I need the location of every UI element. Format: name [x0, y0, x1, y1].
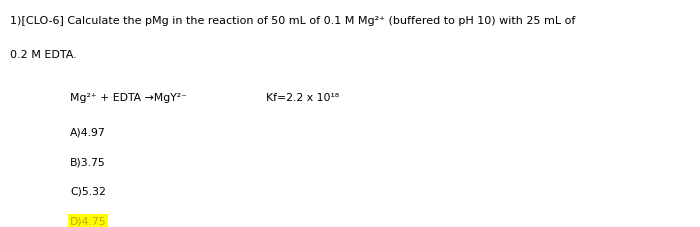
Text: D)4.75: D)4.75 — [70, 216, 106, 226]
Text: A)4.97: A)4.97 — [70, 127, 106, 137]
Text: 0.2 M EDTA.: 0.2 M EDTA. — [10, 50, 77, 60]
Text: 1)[CLO-6] Calculate the pMg in the reaction of 50 mL of 0.1 M Mg²⁺ (buffered to : 1)[CLO-6] Calculate the pMg in the react… — [10, 16, 576, 26]
Text: Kf=2.2 x 10¹⁸: Kf=2.2 x 10¹⁸ — [266, 93, 339, 103]
Text: Mg²⁺ + EDTA →MgY²⁻: Mg²⁺ + EDTA →MgY²⁻ — [70, 93, 187, 103]
Text: C)5.32: C)5.32 — [70, 186, 106, 196]
Text: B)3.75: B)3.75 — [70, 157, 106, 167]
